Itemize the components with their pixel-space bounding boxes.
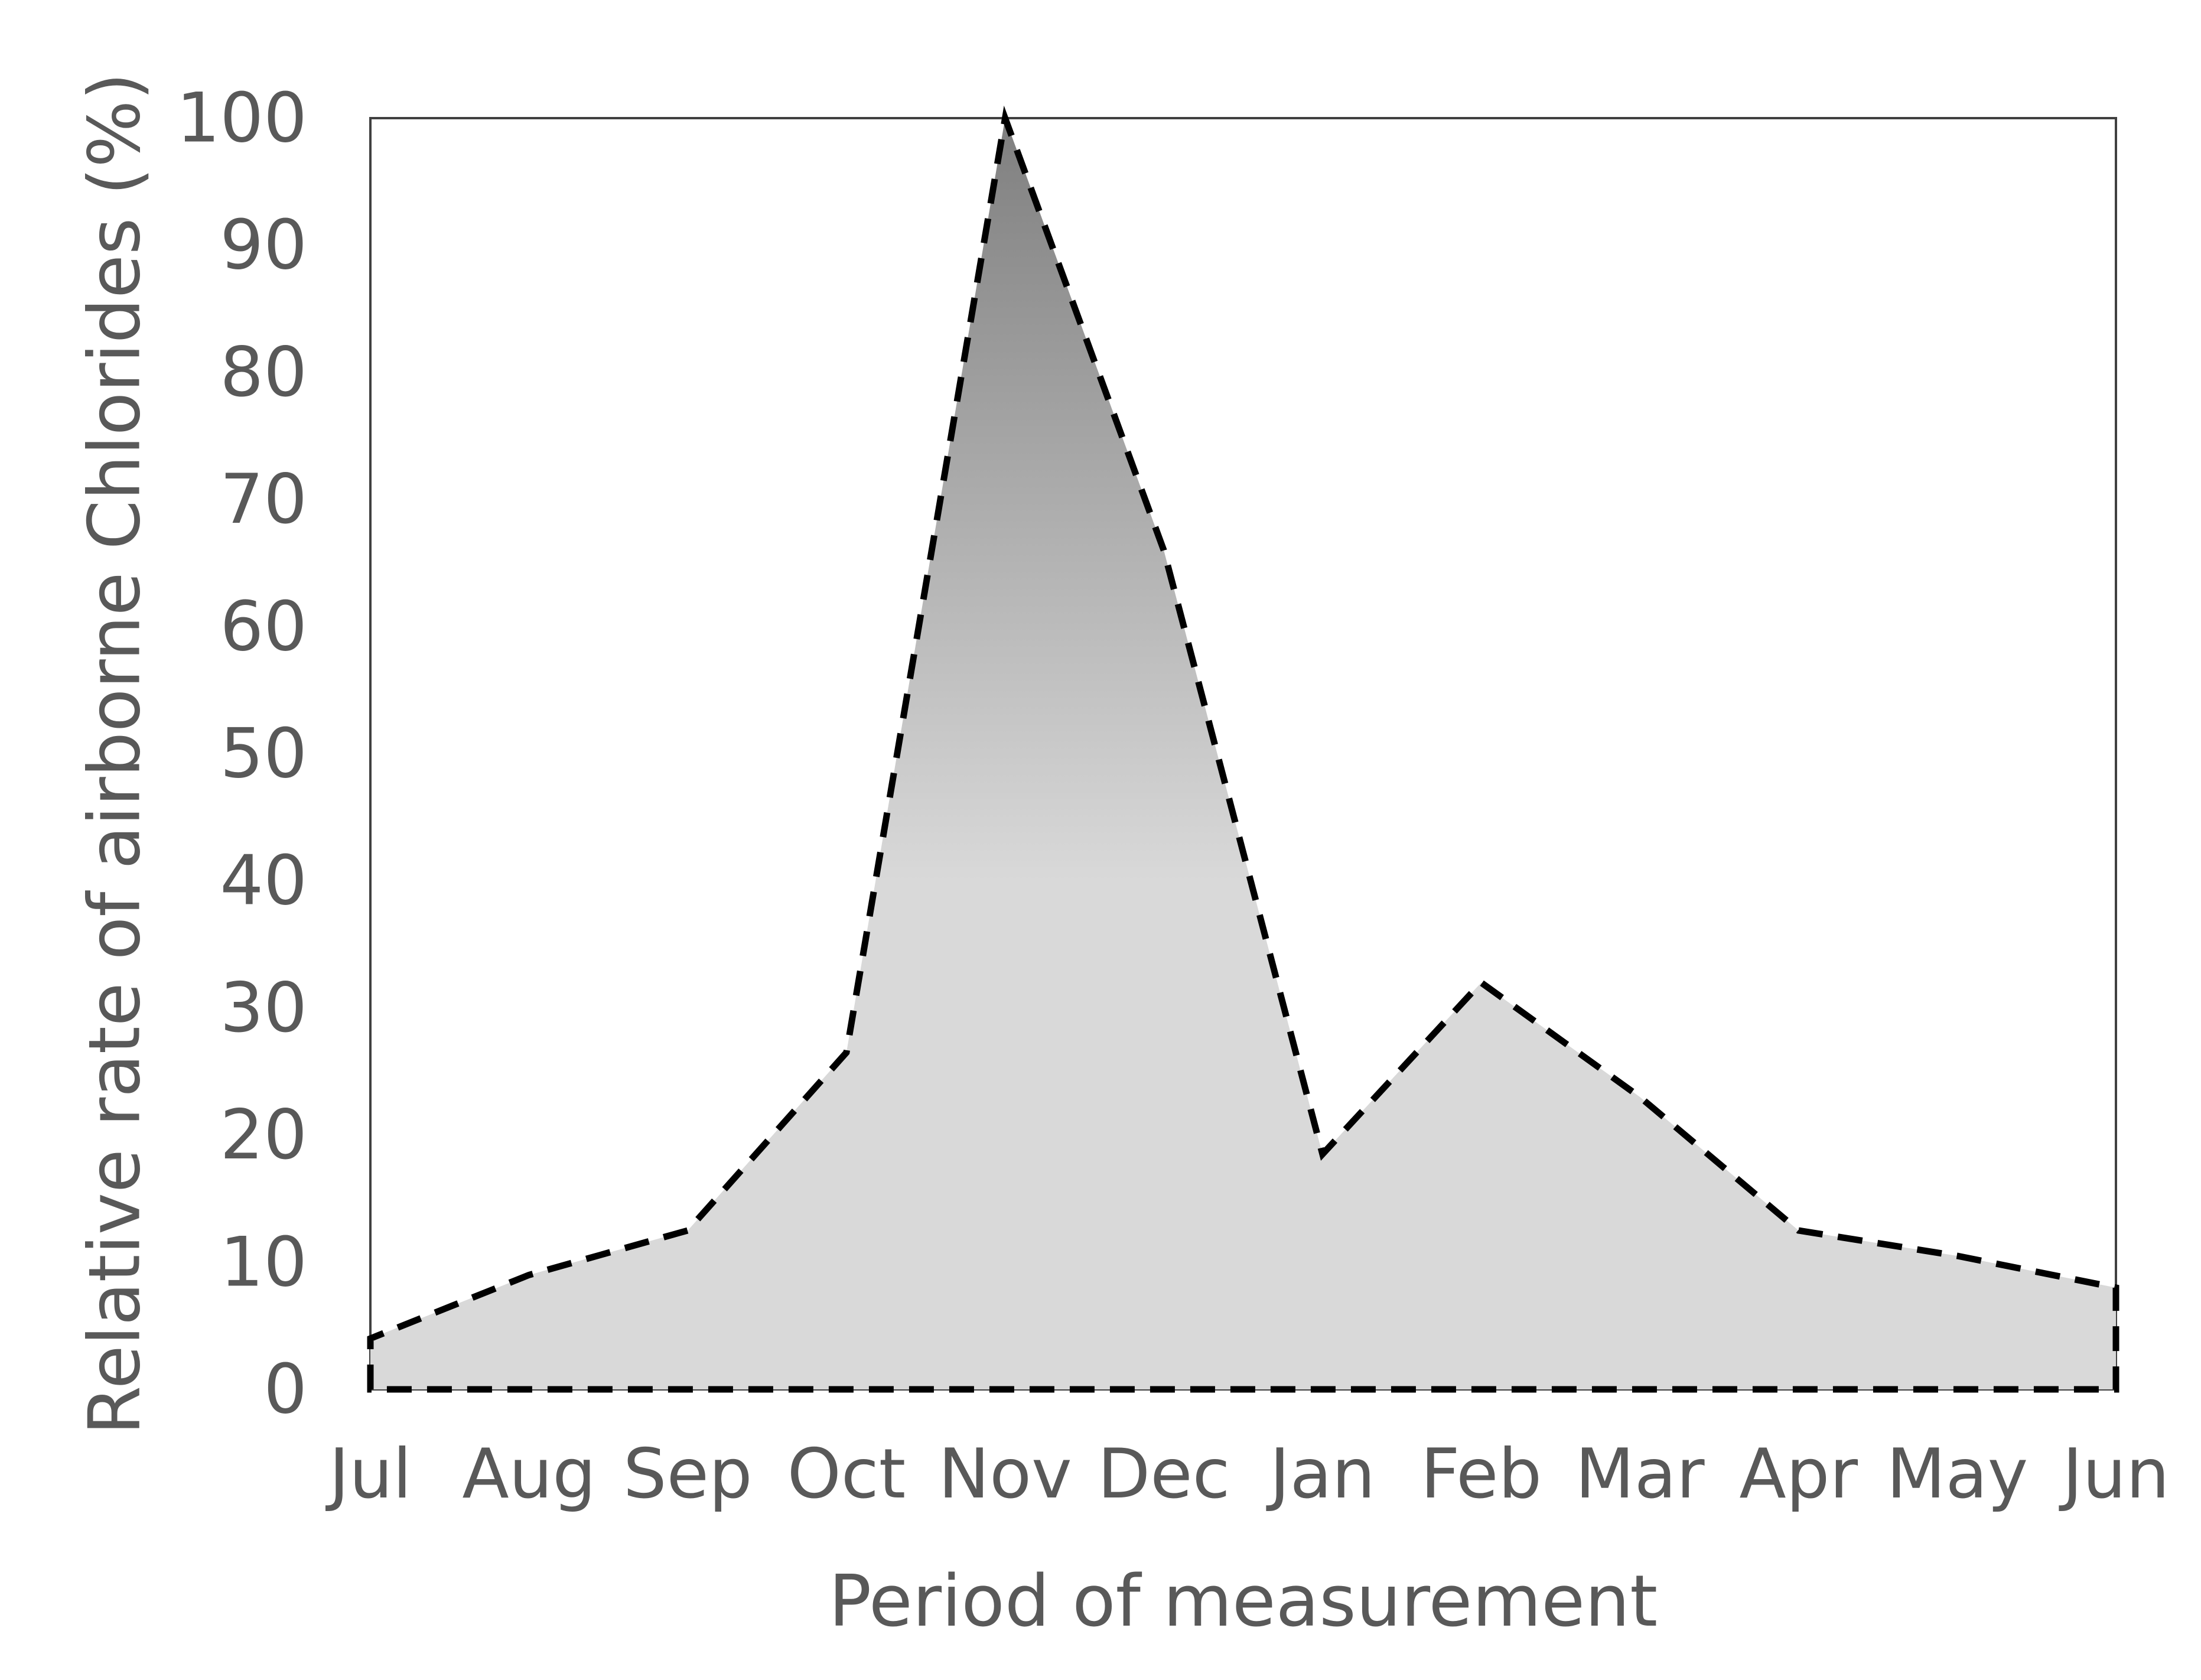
y-tick-label: 60 xyxy=(220,587,307,666)
y-tick-label: 80 xyxy=(220,333,307,412)
y-tick-label: 90 xyxy=(220,206,307,285)
y-tick-label: 100 xyxy=(177,79,307,158)
x-tick-label: Jul xyxy=(325,1434,412,1514)
y-axis-tick-labels: 0 10 20 30 40 50 60 70 80 90 100 xyxy=(177,79,307,1430)
y-axis-title: Relative rate of airborne Chlorides (%) xyxy=(74,73,157,1435)
x-tick-label: Apr xyxy=(1739,1434,1858,1514)
y-tick-label: 30 xyxy=(220,968,307,1048)
x-tick-label: May xyxy=(1886,1434,2028,1514)
x-tick-label: Mar xyxy=(1575,1434,1705,1514)
x-tick-label: Jan xyxy=(1266,1434,1375,1514)
y-tick-label: 10 xyxy=(220,1222,307,1302)
x-axis-title: Period of measurement xyxy=(829,1561,1658,1643)
x-tick-label: Feb xyxy=(1421,1434,1542,1514)
x-tick-label: Jun xyxy=(2059,1434,2169,1514)
series-area-fill xyxy=(370,118,2116,1389)
y-tick-label: 70 xyxy=(220,460,307,539)
x-tick-label: Oct xyxy=(787,1434,906,1514)
y-tick-label: 50 xyxy=(220,714,307,794)
y-tick-label: 0 xyxy=(263,1350,307,1430)
y-tick-label: 40 xyxy=(220,841,307,921)
y-tick-label: 20 xyxy=(220,1095,307,1175)
x-tick-label: Dec xyxy=(1098,1434,1230,1514)
x-tick-label: Sep xyxy=(623,1434,753,1514)
x-tick-label: Nov xyxy=(938,1434,1072,1514)
x-tick-label: Aug xyxy=(462,1434,596,1514)
series-dashed-line xyxy=(367,105,2119,1393)
x-axis-tick-labels: Jul Aug Sep Oct Nov Dec Jan Feb Mar Apr May Jun xyxy=(325,1434,2170,1514)
